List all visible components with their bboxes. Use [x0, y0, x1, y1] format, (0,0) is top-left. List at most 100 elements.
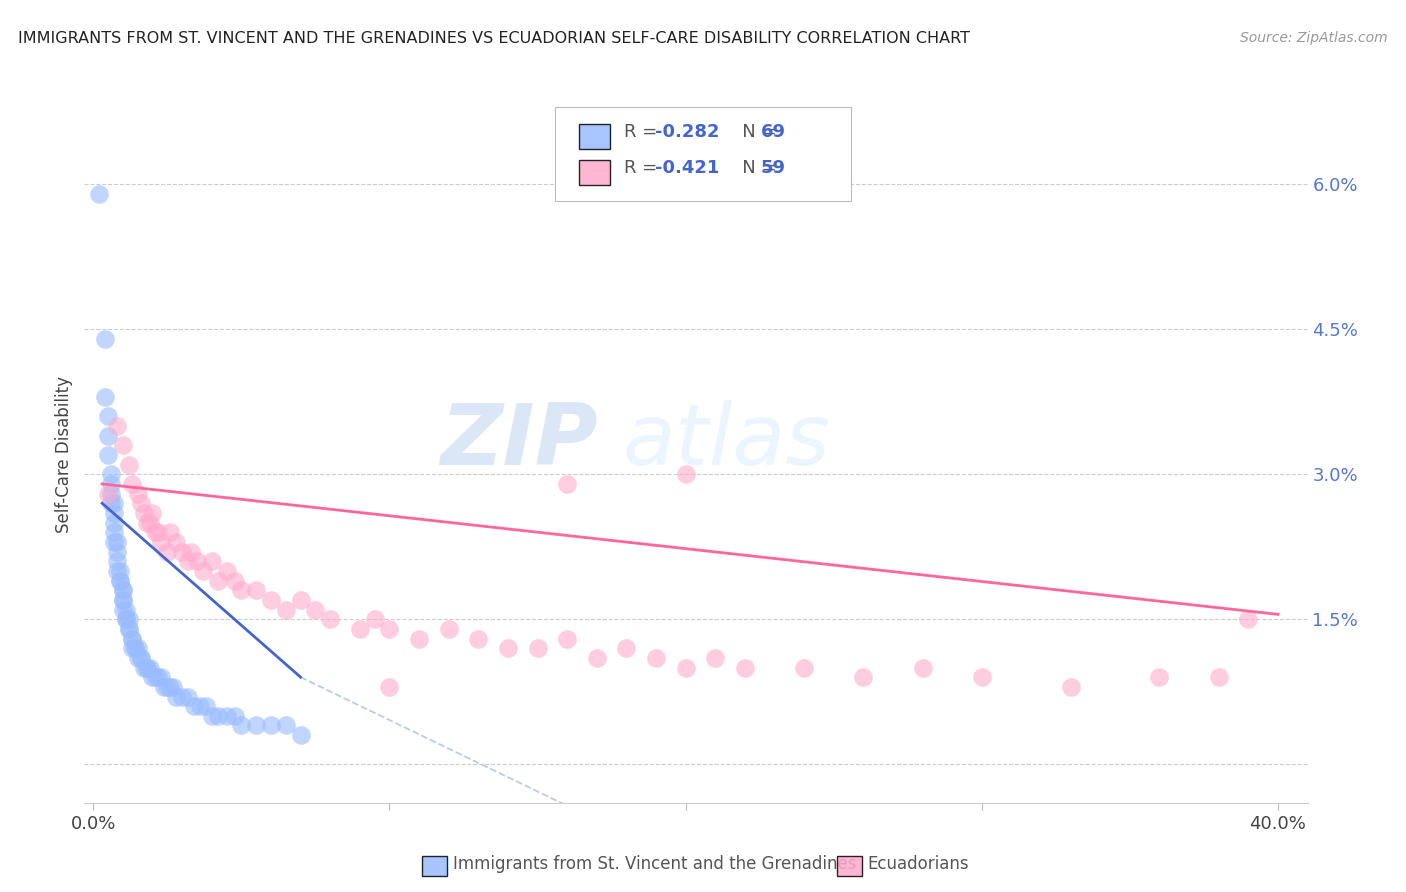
Point — [614, 641, 637, 656]
Point — [118, 622, 141, 636]
Point — [496, 641, 519, 656]
Point — [231, 583, 253, 598]
Text: Source: ZipAtlas.com: Source: ZipAtlas.com — [1240, 31, 1388, 45]
Point — [188, 699, 211, 714]
Point — [150, 534, 173, 549]
Point — [467, 632, 489, 646]
Text: atlas: atlas — [623, 400, 831, 483]
Point — [215, 708, 238, 723]
Point — [165, 690, 187, 704]
Point — [675, 467, 697, 482]
Point — [645, 651, 668, 665]
Point — [274, 602, 297, 616]
Point — [100, 486, 122, 500]
Point — [129, 651, 152, 665]
Text: 59: 59 — [761, 159, 786, 177]
Text: IMMIGRANTS FROM ST. VINCENT AND THE GRENADINES VS ECUADORIAN SELF-CARE DISABILIT: IMMIGRANTS FROM ST. VINCENT AND THE GREN… — [18, 31, 970, 46]
Text: N =: N = — [725, 159, 783, 177]
Point — [215, 564, 238, 578]
Point — [224, 708, 246, 723]
Point — [378, 680, 401, 694]
Point — [970, 670, 993, 684]
Point — [304, 602, 326, 616]
Point — [111, 583, 134, 598]
Point — [135, 660, 157, 674]
Point — [105, 544, 128, 558]
Point — [1237, 612, 1260, 626]
Point — [177, 554, 200, 568]
Point — [260, 718, 283, 732]
Point — [121, 641, 143, 656]
Point — [108, 564, 131, 578]
Point — [852, 670, 875, 684]
Point — [911, 660, 934, 674]
Text: Immigrants from St. Vincent and the Grenadines: Immigrants from St. Vincent and the Gren… — [453, 855, 856, 873]
Point — [704, 651, 727, 665]
Point — [114, 602, 136, 616]
Point — [111, 592, 134, 607]
Point — [585, 651, 607, 665]
Point — [111, 583, 134, 598]
Text: 69: 69 — [761, 123, 786, 142]
Point — [290, 592, 312, 607]
Point — [135, 660, 157, 674]
Point — [165, 534, 187, 549]
Point — [111, 592, 134, 607]
Point — [201, 708, 224, 723]
Point — [274, 718, 297, 732]
Point — [156, 680, 179, 694]
Text: ZIP: ZIP — [440, 400, 598, 483]
Point — [172, 544, 194, 558]
Point — [156, 544, 179, 558]
Point — [105, 534, 128, 549]
Point — [245, 583, 267, 598]
Point — [793, 660, 815, 674]
Point — [150, 670, 173, 684]
Point — [675, 660, 697, 674]
Point — [555, 632, 578, 646]
Point — [94, 390, 117, 404]
Point — [180, 544, 202, 558]
Point — [132, 660, 155, 674]
Point — [201, 554, 224, 568]
Text: -0.421: -0.421 — [655, 159, 720, 177]
Point — [121, 476, 143, 491]
Point — [224, 574, 246, 588]
Point — [118, 622, 141, 636]
Point — [183, 699, 205, 714]
Point — [124, 641, 146, 656]
Point — [89, 187, 111, 202]
Point — [153, 680, 176, 694]
Point — [118, 612, 141, 626]
Point — [121, 632, 143, 646]
Point — [127, 651, 149, 665]
Point — [526, 641, 548, 656]
Point — [111, 438, 134, 452]
Text: N =: N = — [725, 123, 783, 142]
Point — [105, 564, 128, 578]
Point — [145, 670, 167, 684]
Point — [108, 574, 131, 588]
Point — [231, 718, 253, 732]
Point — [555, 476, 578, 491]
Point — [363, 612, 385, 626]
Point — [103, 534, 125, 549]
Point — [97, 428, 120, 442]
Point — [408, 632, 430, 646]
Point — [1059, 680, 1081, 694]
Point — [103, 506, 125, 520]
Point — [148, 670, 170, 684]
Point — [97, 448, 120, 462]
Point — [114, 612, 136, 626]
Point — [124, 641, 146, 656]
Point — [108, 574, 131, 588]
Point — [103, 496, 125, 510]
Point — [105, 419, 128, 434]
Point — [105, 554, 128, 568]
Point — [260, 592, 283, 607]
Point — [138, 660, 160, 674]
Point — [159, 525, 181, 540]
Point — [162, 680, 184, 694]
Point — [97, 486, 120, 500]
Point — [349, 622, 371, 636]
